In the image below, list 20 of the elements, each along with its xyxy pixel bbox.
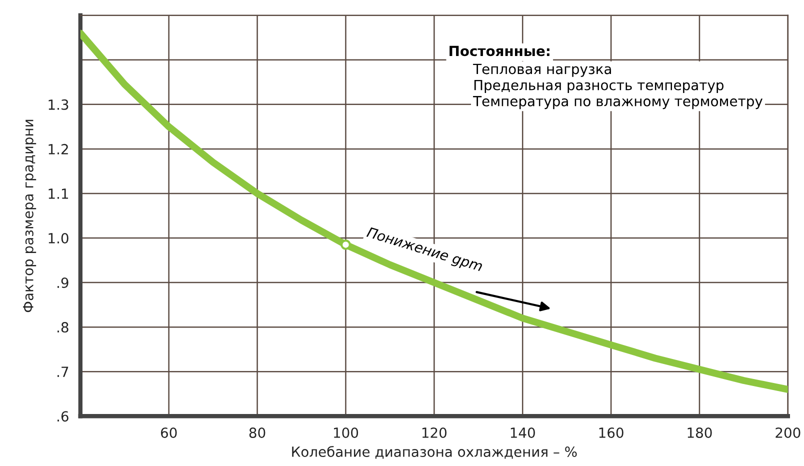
x-axis-title: Колебание диапазона охлаждения – %	[292, 446, 577, 459]
x-tick-label: 80	[249, 427, 266, 438]
y-tick-label: .6	[58, 411, 68, 422]
x-tick-label: 180	[688, 427, 712, 438]
annotation: Тепловая нагрузка Предельная разность температур Температура по влажному термометру	[473, 64, 763, 110]
annotation: Постоянные:	[450, 46, 550, 56]
x-tick-label: 120	[422, 427, 446, 438]
x-tick-label: 160	[599, 427, 624, 438]
y-tick-label: 1.3	[48, 99, 68, 110]
y-tick-label: .7	[58, 366, 68, 377]
y-tick-label: 1.0	[48, 232, 68, 244]
x-tick-label: 200	[776, 427, 800, 438]
x-tick-label: 60	[160, 427, 177, 438]
y-tick-label: .9	[58, 278, 68, 288]
y-axis-title: Фактор размера градирни	[23, 120, 36, 312]
x-tick-label: 140	[510, 427, 535, 438]
y-tick-label: 1.2	[48, 144, 68, 154]
x-tick-label: 100	[334, 427, 358, 438]
y-tick-label: 1.1	[48, 188, 68, 199]
y-tick-label: .8	[58, 322, 68, 333]
